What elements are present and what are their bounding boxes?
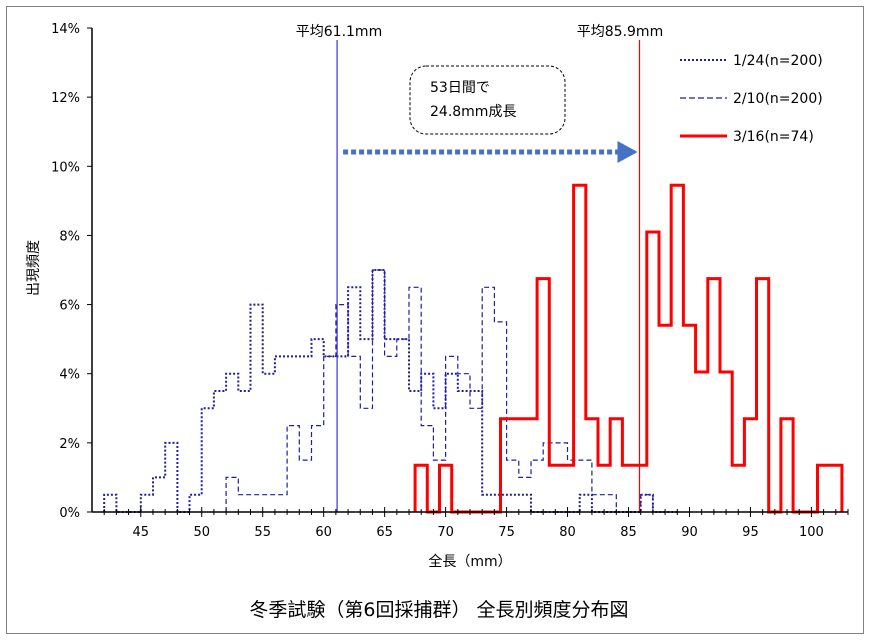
x-tick-label: 55 — [254, 525, 271, 540]
x-axis-title: 全長（mm） — [428, 553, 511, 570]
y-tick-label: 4% — [59, 368, 80, 383]
y-tick-label: 10% — [51, 160, 80, 175]
legend-label-2: 2/10(n=200) — [733, 91, 823, 107]
series-1-line — [103, 269, 678, 513]
x-tick-label: 85 — [620, 525, 637, 540]
y-tick-label: 2% — [59, 437, 80, 452]
series-3-line — [413, 183, 844, 514]
x-tick-label: 70 — [437, 525, 454, 540]
legend-label-3: 3/16(n=74) — [733, 129, 814, 145]
annotation-line-1: 53日間で — [430, 80, 490, 96]
annotation-box — [409, 65, 566, 135]
y-tick-label: 14% — [51, 22, 80, 37]
series-layer — [103, 183, 844, 514]
x-tick-label: 75 — [498, 525, 515, 540]
x-tick-label: 100 — [799, 525, 824, 540]
y-tick-label: 12% — [51, 91, 80, 106]
annotation-line-2: 24.8mm成長 — [430, 104, 516, 120]
mean-label-2: 平均85.9mm — [577, 24, 663, 40]
x-tick-label: 45 — [133, 525, 150, 540]
legend: 1/24(n=200) 2/10(n=200) 3/16(n=74) — [680, 53, 823, 145]
y-axis-title: 出現頻度 — [26, 240, 42, 296]
chart-frame — [6, 6, 864, 634]
y-tick-label: 8% — [59, 229, 80, 244]
x-tick-label: 95 — [742, 525, 759, 540]
growth-arrow-head — [617, 141, 638, 163]
y-tick-label: 6% — [59, 299, 80, 314]
x-tick-label: 60 — [315, 525, 332, 540]
series-2-line — [225, 269, 666, 513]
x-tick-label: 80 — [559, 525, 576, 540]
chart-title: 冬季試験（第6回採捕群） 全長別頻度分布図 — [249, 599, 628, 621]
y-tick-label: 0% — [59, 506, 80, 521]
mean-label-1: 平均61.1mm — [296, 24, 382, 40]
x-tick-label: 90 — [681, 525, 698, 540]
x-tick-label: 50 — [193, 525, 210, 540]
x-tick-label: 65 — [376, 525, 393, 540]
legend-label-1: 1/24(n=200) — [733, 53, 823, 69]
